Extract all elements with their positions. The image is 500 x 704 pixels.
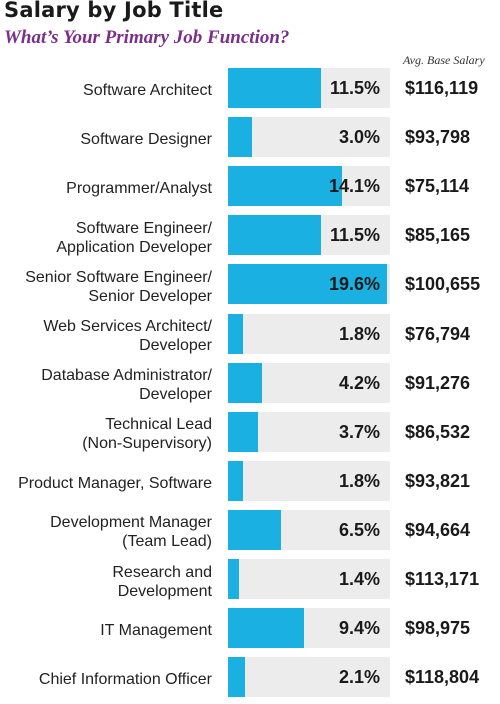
category-label-line: Research and (112, 563, 212, 581)
bar (228, 68, 322, 108)
bar-track (228, 460, 390, 501)
percent-label: 4.2% (338, 372, 380, 393)
category-label-line: Web Services Architect/ (43, 318, 212, 335)
salary-value: $113,171 (405, 569, 480, 589)
chart-row: Software Designer 3.0% $93,798 (0, 115, 500, 164)
category-label: Web Services Architect/Developer (0, 312, 212, 361)
category-label-line: Software Architect (83, 82, 212, 99)
category-label-line: (Non-Supervisory) (82, 435, 212, 453)
category-label: Software Engineer/Application Developer (0, 213, 212, 262)
bar (228, 608, 305, 649)
category-label-line: Technical Lead (105, 416, 212, 434)
chart-row: Chief Information Officer 2.1% $118,804 (0, 655, 500, 704)
percent-label: 11.5% (329, 78, 380, 98)
category-label: Database Administrator/Developer (0, 361, 212, 410)
bar (228, 215, 322, 256)
percent-label: 19.6% (328, 274, 380, 295)
chart-row: Technical Lead (Non-Supervisory) 3.7% $86,5… (0, 410, 500, 459)
bar (228, 559, 240, 599)
percent-label: 1.8% (338, 470, 380, 491)
chart-row: IT Management 9.4% $98,975 (0, 606, 500, 655)
percent-label: 6.5% (338, 519, 380, 540)
salary-value: $100,655 (405, 274, 481, 295)
category-label-line: Software Designer (80, 131, 212, 149)
category-label: Development Manager (Team Lead) (0, 508, 212, 557)
chart-subtitle: What’s Your Primary Job Function? (4, 27, 290, 48)
bar (228, 657, 245, 698)
salary-column-header: Avg. Base Salary (403, 53, 485, 67)
category-label-line: (Team Lead) (122, 533, 212, 551)
category-label-line: Senior Developer (88, 287, 212, 305)
salary-value: $98,975 (405, 618, 471, 639)
salary-value: $86,532 (405, 421, 471, 442)
bar-track (228, 657, 390, 698)
bar (228, 460, 243, 501)
percent-label: 11.5% (329, 225, 380, 246)
bar (228, 117, 253, 158)
salary-value: $91,276 (405, 372, 471, 393)
category-label: Software Architect (0, 66, 212, 115)
percent-label: 3.0% (338, 127, 380, 148)
category-label-line: Chief Information Officer (38, 671, 212, 689)
chart-row: Programmer/Analyst 14.1% $75,114 (0, 164, 500, 213)
bar (228, 509, 281, 550)
category-label-line: Developer (139, 337, 212, 354)
salary-value: $85,165 (405, 225, 471, 246)
chart-row: Senior Software Engineer/Senior Develope… (0, 262, 500, 311)
chart-row: Development Manager (Team Lead) 6.5% $94,66… (0, 508, 500, 557)
category-label-line: Software Engineer/ (75, 219, 212, 237)
bar (228, 166, 343, 207)
category-label: Senior Software Engineer/Senior Develope… (0, 262, 212, 311)
percent-label: 1.4% (338, 569, 380, 589)
salary-value: $93,821 (405, 470, 471, 491)
bar (228, 411, 258, 452)
category-label-line: Development (117, 582, 212, 600)
salary-value: $76,794 (405, 323, 471, 344)
salary-value: $118,804 (405, 667, 480, 688)
category-label: Programmer/Analyst (0, 164, 212, 213)
chart-row: Database Administrator/Developer 4.2% $91,… (0, 361, 500, 410)
percent-label: 3.7% (338, 421, 380, 442)
percent-label: 2.1% (338, 667, 380, 688)
category-label-line: Application Developer (56, 238, 212, 256)
bar (228, 264, 387, 305)
bar-track (228, 559, 390, 599)
percent-label: 14.1% (328, 176, 380, 197)
chart-row: Software Engineer/Application Developer 1… (0, 213, 500, 262)
category-label: Product Manager, Software (0, 459, 212, 508)
chart-row: Software Architect 11.5% $116,119 (0, 66, 500, 115)
bar-chart: Software Architect 11.5% $116,119 Software … (0, 66, 500, 700)
chart-row: Product Manager, Software 1.8% $93,821 (0, 459, 500, 508)
category-label: Chief Information Officer (0, 655, 212, 704)
category-label-line: Development Manager (50, 514, 212, 532)
salary-value: $94,664 (405, 519, 471, 540)
chart-row: Research and Development 1.4% $113,171 (0, 557, 500, 606)
chart-row: Web Services Architect/Developer 1.8% $76,… (0, 312, 500, 361)
bar-track (228, 117, 390, 158)
category-label-line: IT Management (100, 622, 212, 640)
category-label-line: Database Administrator/ (41, 367, 212, 385)
salary-value: $75,114 (405, 176, 470, 197)
category-label: IT Management (0, 606, 212, 655)
salary-value: $93,798 (405, 127, 471, 148)
category-label-line: Programmer/Analyst (66, 180, 212, 198)
category-label-line: Developer (139, 386, 212, 404)
category-label: Research and Development (0, 557, 212, 606)
percent-label: 9.4% (338, 618, 380, 639)
bar (228, 313, 243, 354)
category-label-line: Senior Software Engineer/ (25, 268, 212, 286)
bar-track (228, 313, 390, 354)
bar (228, 362, 263, 403)
category-label-line: Product Manager, Software (18, 474, 212, 492)
chart-title: Salary by Job Title (4, 0, 224, 22)
category-label: Software Designer (0, 115, 212, 164)
percent-label: 1.8% (338, 323, 380, 344)
salary-value: $116,119 (405, 78, 479, 98)
category-label: Technical Lead (Non-Supervisory) (0, 410, 212, 459)
